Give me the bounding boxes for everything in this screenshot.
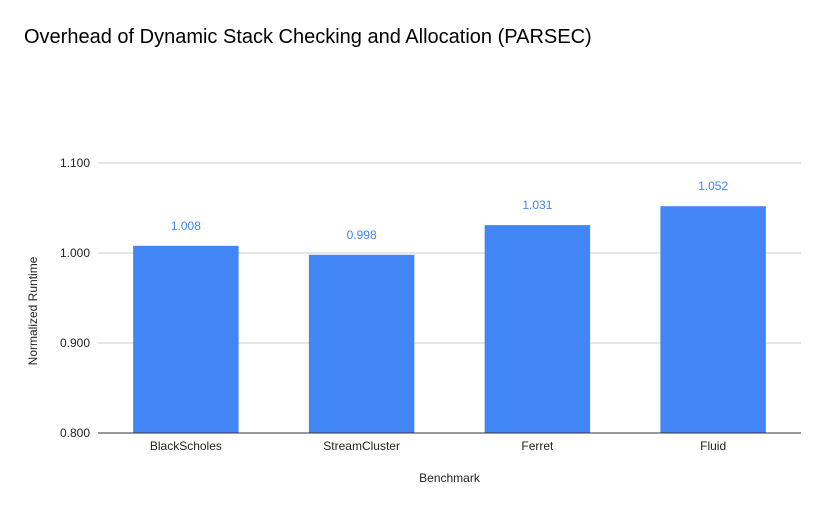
bars — [133, 206, 766, 433]
chart-title: Overhead of Dynamic Stack Checking and A… — [24, 26, 592, 48]
x-category-label: Ferret — [521, 439, 554, 453]
y-axis-title: Normalized Runtime — [26, 256, 40, 365]
x-axis-categories: BlackScholes StreamCluster Ferret Fluid — [150, 439, 726, 453]
x-category-label: Fluid — [700, 439, 726, 453]
data-label: 1.052 — [698, 179, 728, 193]
x-axis-title: Benchmark — [419, 471, 481, 485]
x-category-label: BlackScholes — [150, 439, 222, 453]
bar — [308, 254, 415, 433]
x-category-label: StreamCluster — [323, 439, 400, 453]
data-label: 0.998 — [347, 228, 377, 242]
bar — [133, 245, 239, 433]
data-label: 1.031 — [522, 198, 552, 212]
data-labels: 1.008 0.998 1.031 1.052 — [171, 179, 729, 242]
y-axis-ticks: 0.800 0.900 1.000 1.100 — [60, 156, 90, 440]
bar — [484, 225, 591, 433]
y-tick-label: 1.000 — [60, 246, 90, 260]
y-tick-label: 0.900 — [60, 336, 90, 350]
y-tick-label: 0.800 — [60, 426, 90, 440]
bar — [660, 206, 766, 433]
data-label: 1.008 — [171, 219, 201, 233]
y-tick-label: 1.100 — [60, 156, 90, 170]
